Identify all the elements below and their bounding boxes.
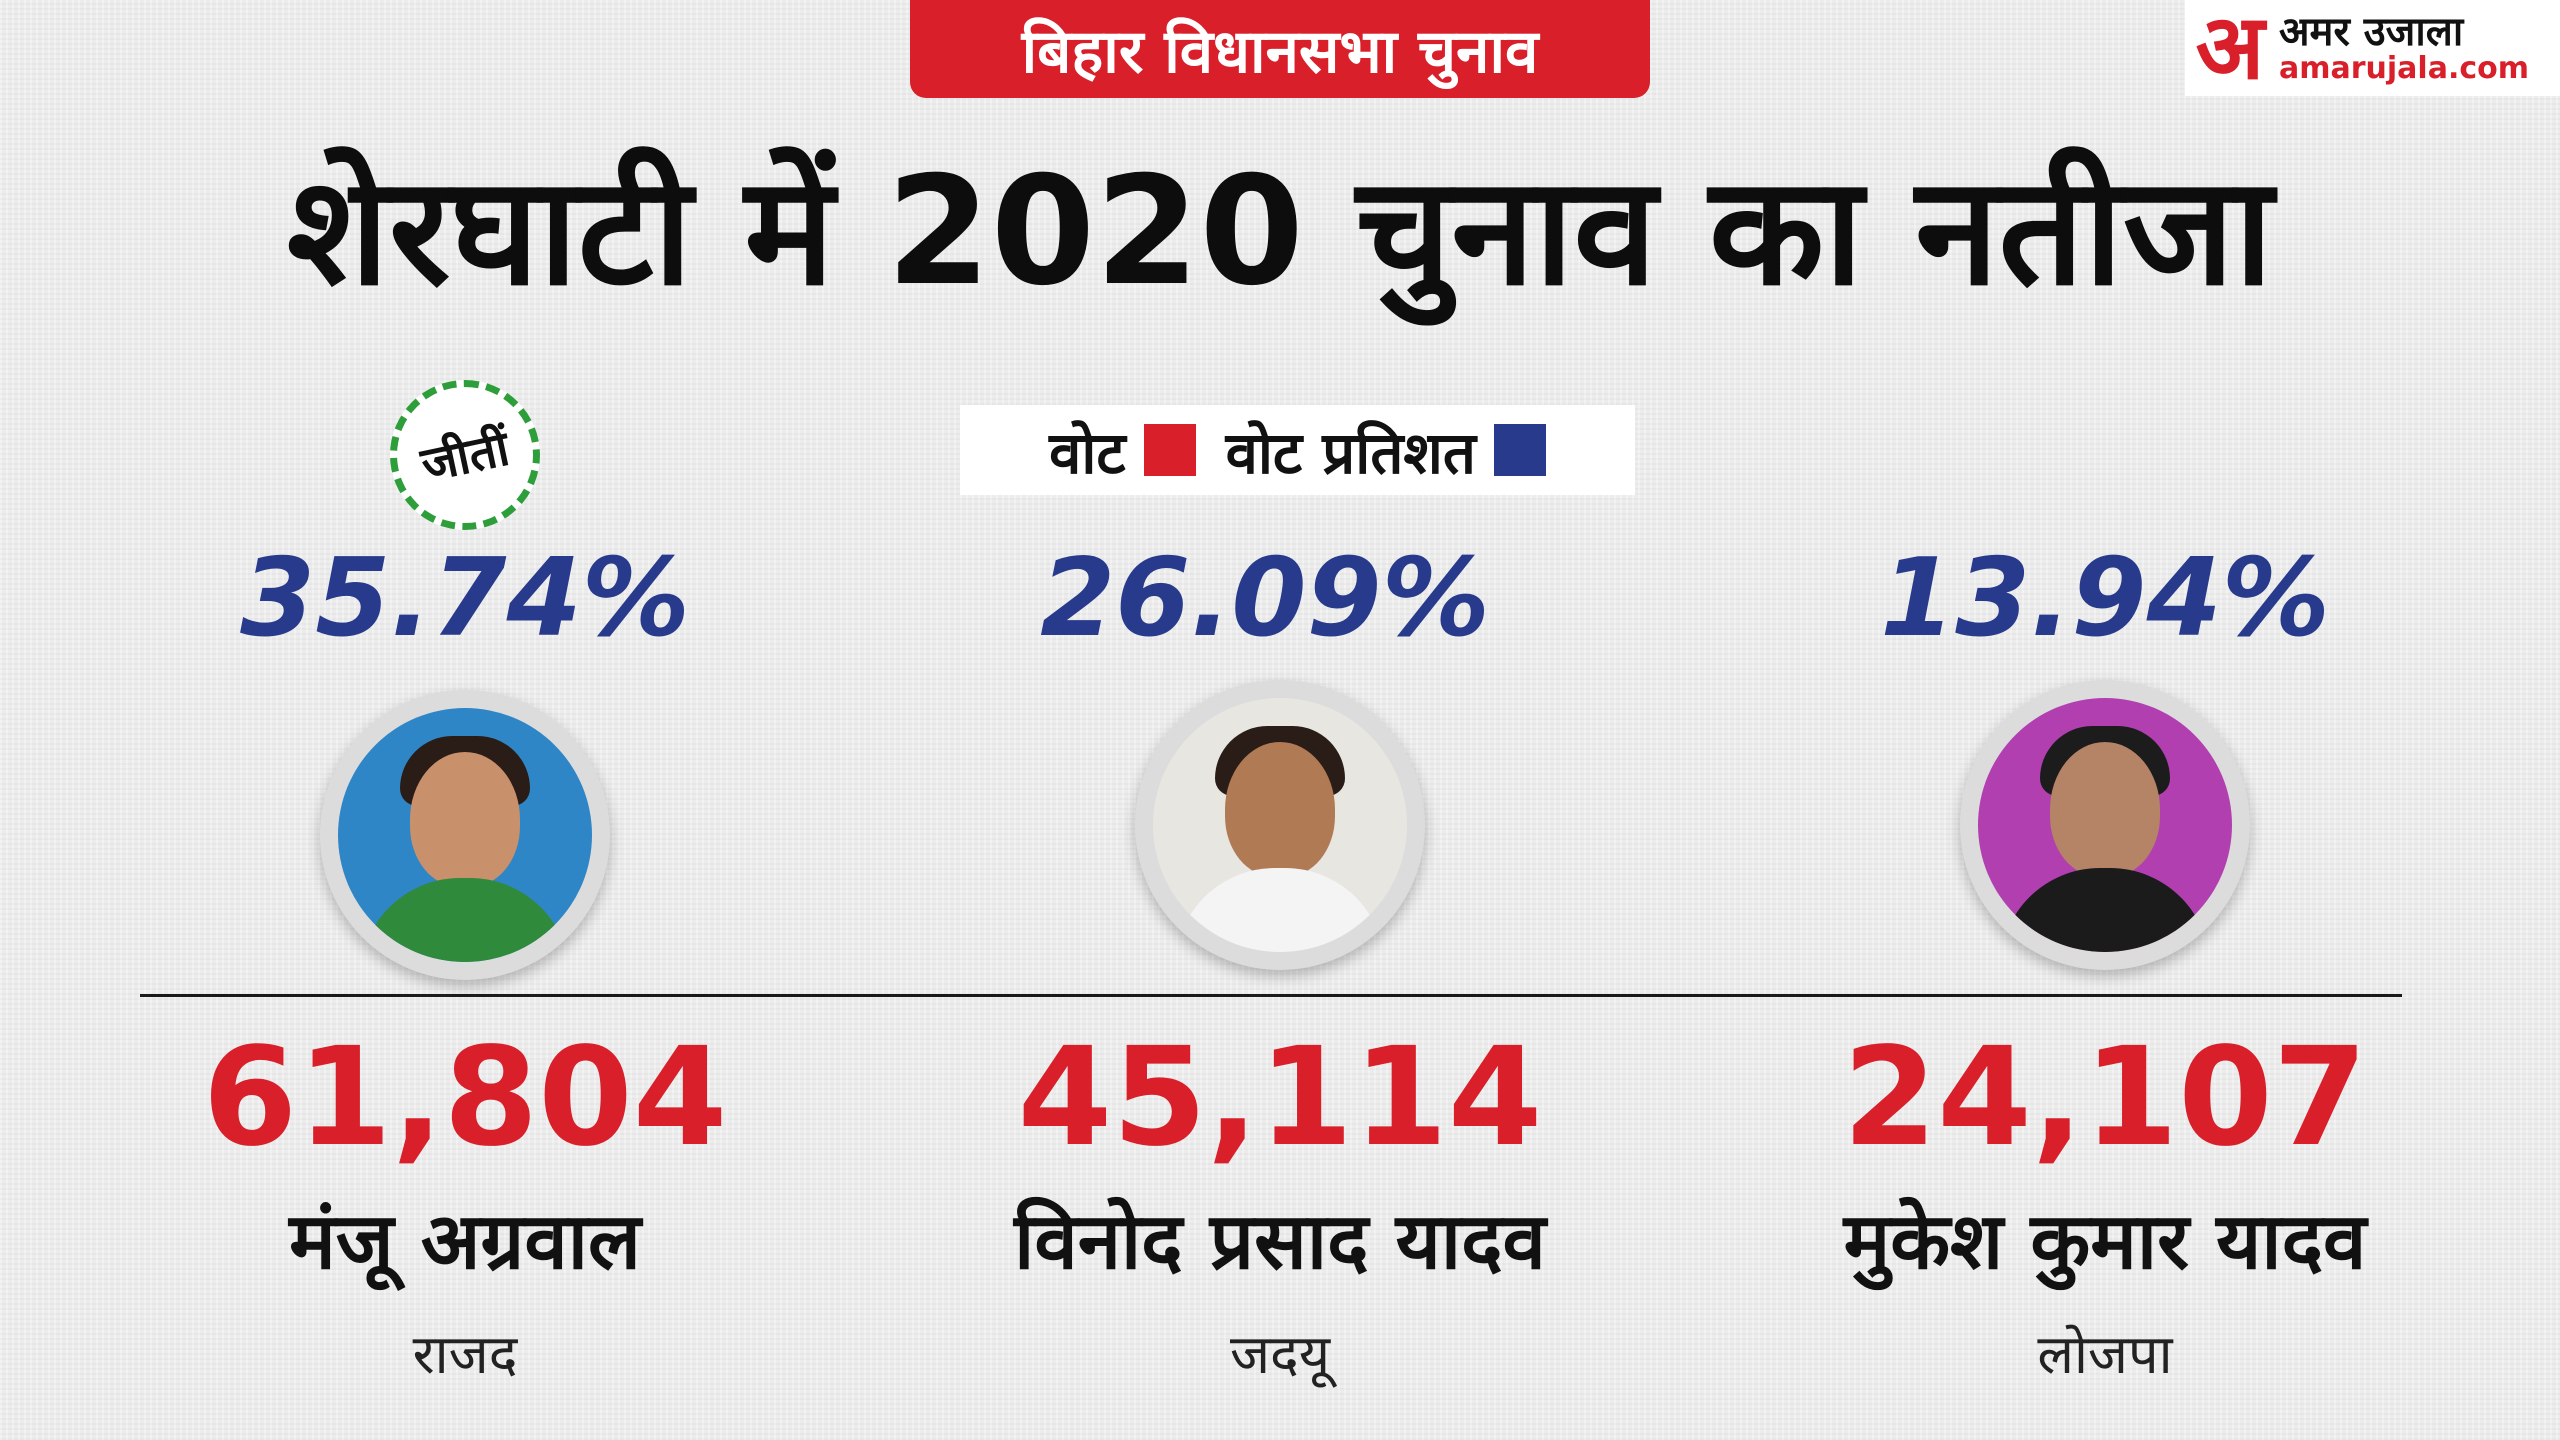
- page-title: शेरघाटी में 2020 चुनाव का नतीजा: [286, 145, 2274, 319]
- legend-swatch-red-icon: [1143, 424, 1196, 476]
- header-tag: बिहार विधानसभा चुनाव: [910, 0, 1650, 98]
- legend-swatch-blue-icon: [1493, 424, 1546, 476]
- vote-percent-candidate-1: 35.74%: [240, 536, 690, 661]
- legend-item-votes: वोट: [1049, 411, 1196, 490]
- legend-label-votes: वोट: [1049, 418, 1126, 487]
- winner-label: जीतीं: [416, 419, 515, 493]
- candidate-photo-1: [320, 690, 610, 980]
- name-candidate-3: मुकेश कुमार यादव: [1843, 1197, 2367, 1287]
- winner-stamp-icon: जीतीं: [390, 380, 540, 530]
- legend-item-vote-percent: वोट प्रतिशत: [1226, 411, 1546, 490]
- logo-mark-icon: अ: [2195, 0, 2265, 100]
- candidate-photo-2: [1135, 680, 1425, 970]
- candidate-portrait-3-icon: [1978, 698, 2232, 952]
- votes-candidate-3: 24,107: [1842, 1019, 2368, 1177]
- vote-percent-candidate-3: 13.94%: [1880, 536, 2330, 661]
- legend: वोट वोट प्रतिशत: [960, 405, 1635, 495]
- vote-percent-candidate-2: 26.09%: [1040, 536, 1490, 661]
- votes-candidate-1: 61,804: [202, 1019, 728, 1177]
- name-candidate-2: विनोद प्रसाद यादव: [1014, 1197, 1546, 1287]
- logo-name-hindi: अमर उजाला: [2279, 9, 2464, 56]
- votes-candidate-2: 45,114: [1017, 1019, 1543, 1177]
- party-candidate-3: लोजपा: [2037, 1323, 2173, 1386]
- candidate-photo-3: [1960, 680, 2250, 970]
- brand-logo[interactable]: अ अमर उजाला amarujala.com: [2185, 0, 2560, 96]
- divider: [140, 994, 2402, 997]
- candidate-portrait-1-icon: [338, 708, 592, 962]
- legend-label-vote-percent: वोट प्रतिशत: [1225, 418, 1476, 487]
- party-candidate-2: जदयू: [1229, 1323, 1331, 1386]
- party-candidate-1: राजद: [412, 1323, 518, 1386]
- candidate-portrait-2-icon: [1153, 698, 1407, 952]
- logo-name-english: amarujala.com: [2279, 51, 2530, 87]
- name-candidate-1: मंजू अग्रवाल: [289, 1197, 641, 1287]
